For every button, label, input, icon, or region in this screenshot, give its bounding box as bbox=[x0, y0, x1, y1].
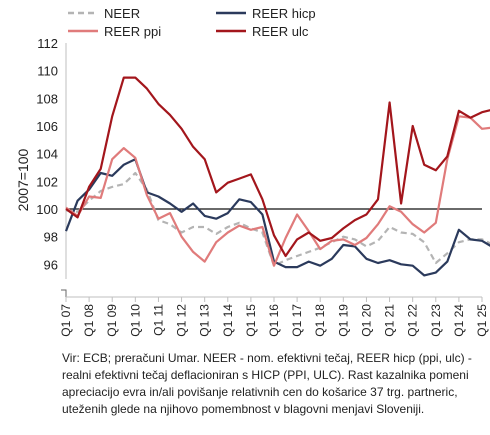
y-tick-label: 100 bbox=[36, 202, 58, 217]
y-tick-label: 102 bbox=[36, 174, 58, 189]
x-tick-label: Q1 19 bbox=[336, 304, 350, 337]
x-tick-label: Q1 10 bbox=[128, 304, 142, 337]
x-tick-label: Q1 25 bbox=[475, 304, 489, 337]
x-tick-label: Q1 23 bbox=[429, 304, 443, 337]
y-tick-label: 98 bbox=[44, 230, 58, 245]
y-tick-label: 108 bbox=[36, 91, 58, 106]
series-line-reer-ppi bbox=[65, 115, 490, 267]
x-tick-label: Q1 12 bbox=[175, 304, 189, 337]
x-tick-label: Q1 16 bbox=[267, 304, 281, 337]
x-tick-label: Q1 17 bbox=[290, 304, 304, 337]
x-tick-label: Q1 11 bbox=[151, 304, 165, 336]
y-tick-label: 110 bbox=[37, 64, 58, 79]
x-axis-ticks: Q1 07 Q1 08 Q1 09 Q1 10 Q1 11 Q1 12 Q1 13 Q1 14… bbox=[59, 297, 489, 337]
x-tick-label: Q1 18 bbox=[313, 304, 327, 337]
x-tick-label: Q1 15 bbox=[244, 304, 258, 337]
x-tick-label: Q1 13 bbox=[198, 304, 212, 337]
y-tick-label: 112 bbox=[37, 36, 58, 51]
x-tick-label: Q1 14 bbox=[221, 304, 235, 337]
legend-label: REER ppi bbox=[104, 24, 161, 39]
x-tick-label: Q1 08 bbox=[82, 304, 96, 337]
y-axis-label: 2007=100 bbox=[15, 148, 31, 211]
legend: NEER REER hicp REER ppi REER ulc bbox=[68, 6, 316, 39]
x-tick-label: Q1 07 bbox=[59, 304, 73, 337]
y-axis-ticks: 96 98 100 102 104 106 108 110 112 bbox=[36, 36, 58, 272]
source-note: Vir: ECB; preračuni Umar. NEER - nom. ef… bbox=[62, 351, 472, 416]
series-line-reer-ulc bbox=[65, 76, 490, 258]
x-tick-label: Q1 20 bbox=[359, 304, 373, 337]
legend-label: REER ulc bbox=[252, 24, 309, 39]
axis-break-mark bbox=[61, 289, 76, 298]
y-tick-label: 104 bbox=[36, 147, 58, 162]
x-tick-label: Q1 09 bbox=[105, 304, 119, 337]
y-tick-label: 106 bbox=[36, 119, 58, 134]
x-tick-label: Q1 21 bbox=[383, 304, 397, 337]
chart: NEER REER hicp REER ppi REER ulc 2007=100 9… bbox=[15, 6, 490, 337]
legend-label: REER hicp bbox=[252, 6, 316, 21]
y-tick-label: 96 bbox=[44, 257, 58, 272]
plot-area bbox=[61, 43, 490, 298]
x-tick-label: Q1 22 bbox=[406, 304, 420, 337]
x-tick-label: Q1 24 bbox=[452, 304, 466, 337]
series-line-neer bbox=[65, 171, 490, 267]
legend-label: NEER bbox=[104, 6, 140, 21]
